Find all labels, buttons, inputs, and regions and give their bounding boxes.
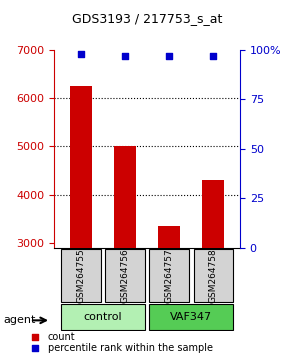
Bar [158,226,180,248]
FancyBboxPatch shape [61,304,145,330]
Point [211,53,216,58]
Text: GSM264756: GSM264756 [120,248,129,303]
Point [122,53,127,58]
FancyBboxPatch shape [194,249,233,302]
Text: GSM264757: GSM264757 [165,248,174,303]
Text: GDS3193 / 217753_s_at: GDS3193 / 217753_s_at [72,12,222,25]
Text: GSM264758: GSM264758 [209,248,218,303]
Text: GSM264755: GSM264755 [76,248,85,303]
FancyBboxPatch shape [149,304,233,330]
FancyBboxPatch shape [149,249,189,302]
Point [167,53,172,58]
Text: agent: agent [3,315,35,325]
Bar [202,180,224,248]
Text: VAF347: VAF347 [170,312,212,322]
Text: percentile rank within the sample: percentile rank within the sample [48,343,213,353]
Point [202,287,206,293]
Bar [70,86,92,248]
Point [78,51,83,56]
Bar [114,146,136,248]
Text: control: control [83,312,122,322]
Point [202,183,206,188]
FancyBboxPatch shape [105,249,145,302]
Text: count: count [48,332,76,342]
FancyBboxPatch shape [61,249,100,302]
